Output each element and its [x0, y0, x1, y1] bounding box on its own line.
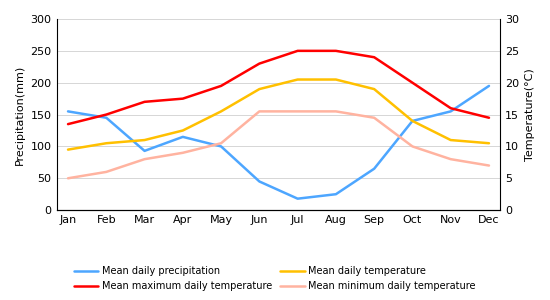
Y-axis label: Temperature(°C): Temperature(°C): [525, 68, 535, 161]
Y-axis label: Precipitation(mm): Precipitation(mm): [15, 64, 25, 165]
Legend: Mean daily precipitation, Mean maximum daily temperature, Mean daily temperature: Mean daily precipitation, Mean maximum d…: [70, 262, 480, 295]
